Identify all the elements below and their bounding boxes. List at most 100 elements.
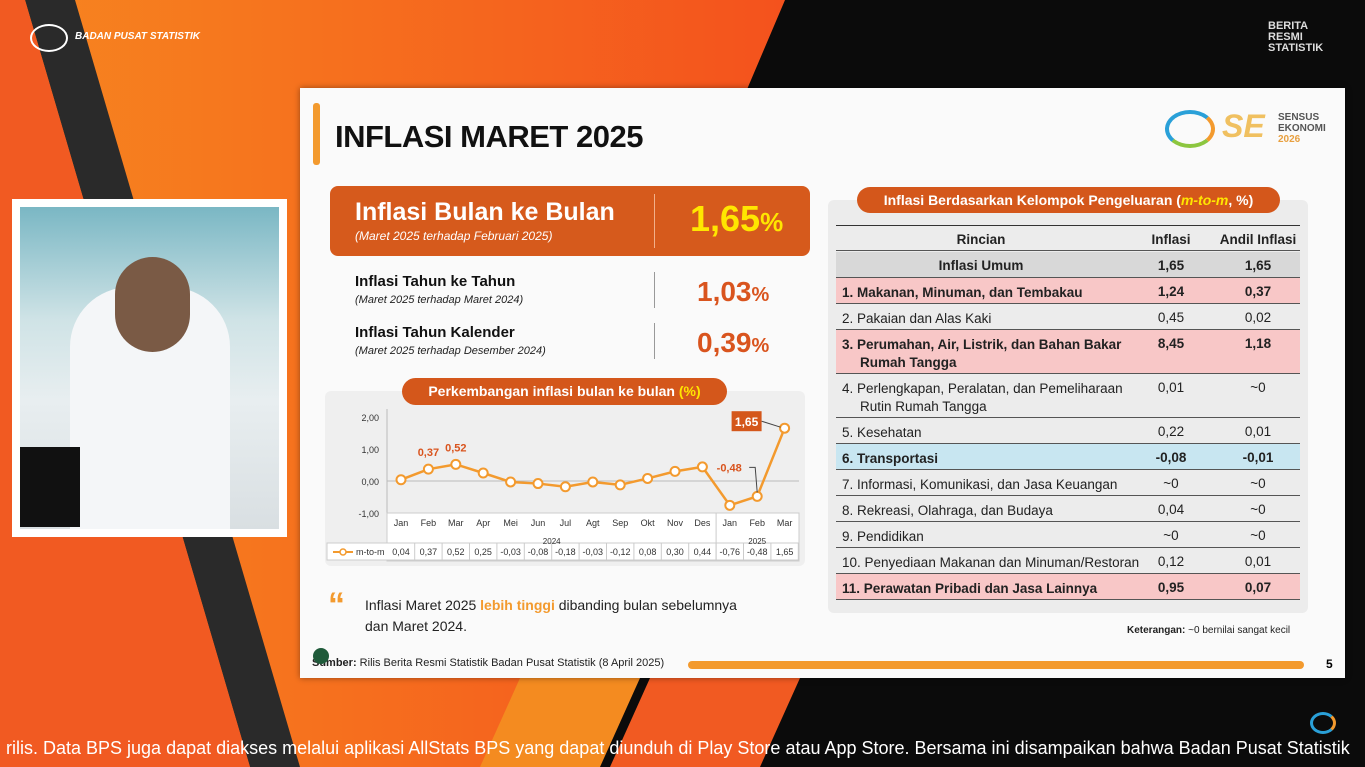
- data-table: [326, 542, 800, 561]
- x-tick-label: Okt: [641, 518, 656, 528]
- data-table-value: -0,03: [500, 547, 521, 557]
- x-tick-label: Mei: [503, 518, 518, 528]
- table-row: 9. Pendidikan ~0 ~0: [836, 522, 1300, 548]
- x-tick-label: Nov: [667, 518, 684, 528]
- row-andil: ~0: [1250, 528, 1266, 543]
- table-row: 2. Pakaian dan Alas Kaki 0,45 0,02: [836, 304, 1300, 330]
- row-andil: ~0: [1250, 502, 1266, 517]
- yoy-label: Inflasi Tahun ke Tahun: [355, 273, 516, 290]
- source-text: Sumber: Rilis Berita Resmi Statistik Bad…: [312, 657, 665, 669]
- row-name: 11. Perawatan Pribadi dan Jasa Lainnya: [842, 581, 1098, 596]
- data-table-value: -0,03: [583, 547, 604, 557]
- x-tick-label: Sep: [612, 518, 628, 528]
- data-table-value: 0,44: [694, 547, 712, 557]
- page-number: 5: [1326, 657, 1333, 671]
- y-tick-label: 2,00: [361, 413, 379, 423]
- row-andil: 0,07: [1244, 580, 1272, 595]
- data-table-value: 0,30: [666, 547, 684, 557]
- y-tick-label: -1,00: [358, 509, 379, 519]
- data-point: [779, 422, 791, 434]
- y-tick-label: 1,00: [361, 445, 379, 455]
- footer-bar: [688, 661, 1304, 669]
- table-row: 10. Penyediaan Makanan dan Minuman/Resto…: [836, 548, 1300, 574]
- chart-title: Perkembangan inflasi bulan ke bulan (%): [402, 378, 727, 405]
- data-label: 1,65: [735, 415, 759, 429]
- data-label: 0,37: [418, 447, 439, 459]
- table-row: 5. Kesehatan 0,22 0,01: [836, 418, 1300, 444]
- ytd-value: 0,39%: [697, 327, 770, 358]
- row-inflasi: 0,04: [1157, 502, 1185, 517]
- org-name: BADAN PUSAT STATISTIK: [75, 31, 200, 42]
- table-header: Rincian Inflasi Andil Inflasi: [836, 225, 1300, 251]
- row-inflasi: 1,65: [1157, 258, 1185, 273]
- row-inflasi: 1,24: [1157, 284, 1185, 299]
- leader-line: [749, 466, 758, 493]
- data-point: [395, 474, 407, 486]
- data-table-value: -0,48: [747, 547, 768, 557]
- row-andil: 0,01: [1244, 554, 1272, 569]
- data-point: [751, 490, 763, 502]
- table-row: 7. Informasi, Komunikasi, dan Jasa Keuan…: [836, 470, 1300, 496]
- x-tick-label: Mar: [777, 518, 793, 528]
- data-point: [587, 476, 599, 488]
- ytd-sub: (Maret 2025 terhadap Desember 2024): [355, 345, 546, 357]
- data-point: [450, 458, 462, 470]
- yoy-sub: (Maret 2025 terhadap Maret 2024): [355, 294, 524, 306]
- table-title: Inflasi Berdasarkan Kelompok Pengeluaran…: [857, 187, 1280, 213]
- legend-label: m-to-m: [356, 547, 385, 557]
- data-table-value: 0,37: [420, 547, 438, 557]
- row-name: 10. Penyediaan Makanan dan Minuman/Resto…: [842, 555, 1140, 570]
- se2026-logo-text: SENSUS EKONOMI 2026: [1278, 112, 1326, 145]
- x-tick-label: Des: [694, 518, 711, 528]
- table-row: 4. Perlengkapan, Peralatan, dan Pemeliha…: [836, 374, 1300, 418]
- x-tick-label: Jul: [560, 518, 572, 528]
- year-label: 2024: [543, 537, 561, 546]
- row-inflasi: 0,22: [1157, 424, 1185, 439]
- data-point: [505, 476, 517, 488]
- data-table-value: 1,65: [776, 547, 794, 557]
- note: Keterangan: ~0 bernilai sangat kecil: [1127, 625, 1291, 636]
- yoy-value: 1,03%: [697, 276, 770, 307]
- data-point: [614, 479, 626, 491]
- data-table-value: 0,25: [474, 547, 492, 557]
- data-point: [559, 481, 571, 493]
- quote-text: Inflasi Maret 2025 lebih tinggi dibandin…: [365, 597, 737, 634]
- data-point: [422, 463, 434, 475]
- row-andil: ~0: [1250, 380, 1266, 395]
- x-tick-label: Jan: [394, 518, 409, 528]
- data-table-value: -0,12: [610, 547, 631, 557]
- table-row: 1. Makanan, Minuman, dan Tembakau 1,24 0,3…: [836, 278, 1300, 304]
- data-point: [669, 465, 681, 477]
- legend-marker: [339, 548, 347, 556]
- presenter-video: [12, 199, 287, 537]
- row-andil: -0,01: [1242, 450, 1274, 465]
- leader-line: [761, 420, 781, 428]
- row-name: 5. Kesehatan: [842, 425, 922, 440]
- edit-icon[interactable]: [313, 648, 329, 664]
- mtm-label: Inflasi Bulan ke Bulan: [355, 198, 615, 226]
- row-andil: ~0: [1250, 476, 1266, 491]
- row-andil: 1,65: [1244, 258, 1272, 273]
- row-name: 7. Informasi, Komunikasi, dan Jasa Keuan…: [842, 477, 1118, 492]
- row-inflasi: ~0: [1163, 528, 1179, 543]
- news-ticker: rilis. Data BPS juga dapat diakses melal…: [6, 738, 1350, 758]
- x-tick-label: Agt: [586, 518, 600, 528]
- mtm-sub: (Maret 2025 terhadap Februari 2025): [355, 229, 553, 243]
- row-name: Inflasi Umum: [938, 258, 1024, 273]
- callout-box: [731, 411, 762, 432]
- row-andil: 0,37: [1244, 284, 1272, 299]
- x-tick-label: Feb: [749, 518, 765, 528]
- row-inflasi: -0,08: [1155, 450, 1187, 465]
- data-table-value: 0,52: [447, 547, 465, 557]
- data-label: 0,52: [445, 442, 466, 454]
- table-row: 6. Transportasi -0,08 -0,01: [836, 444, 1300, 470]
- x-tick-label: Mar: [448, 518, 464, 528]
- row-andil: 0,02: [1244, 310, 1272, 325]
- table-row: 8. Rekreasi, Olahraga, dan Budaya 0,04 ~0: [836, 496, 1300, 522]
- brs-logo: BERITA RESMI STATISTIK: [1268, 20, 1324, 54]
- row-inflasi: 0,12: [1157, 554, 1185, 569]
- table-row: 11. Perawatan Pribadi dan Jasa Lainnya 0,…: [836, 574, 1300, 600]
- line-chart: 2,00 1,00 0,00 -1,00 Jan 0,04 Feb 0,37 Mar 0,52 Ap…: [326, 409, 800, 562]
- row-name: 1. Makanan, Minuman, dan Tembakau: [842, 285, 1083, 300]
- row-name: 3. Perumahan, Air, Listrik, dan Bahan Ba…: [842, 337, 1122, 370]
